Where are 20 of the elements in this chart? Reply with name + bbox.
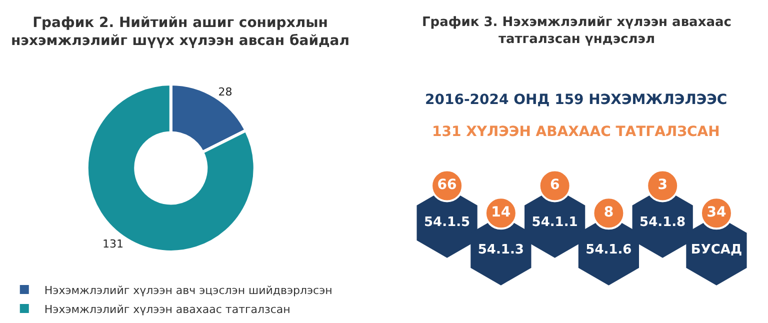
legend-label: Нэхэмжлэлийг хүлээн авахаас татгалзсан [44,302,290,316]
data-label: 28 [218,85,232,98]
data-label: 34 [706,204,726,221]
text: 131 ХҮЛЭЭН АВАХААС ТАТГАЛЗСАН [432,124,720,140]
text: 2016-2024 ОНД 159 НЭХЭМЖЛЭЛЭЭС [425,92,728,108]
text: График 3. Нэхэмжлэлийг хүлээн авахаас татгалзсан үндэслэл [422,15,732,47]
category-label: 54.1.8 [640,215,686,230]
data-label: 3 [658,177,668,194]
chart-title: График 2. Нийтийн ашиг сонирхлын нэхэмжлэлийг шүүх хүлээн авсан байдал [11,15,350,50]
category-label: 54.1.5 [424,215,470,230]
data-label: 8 [604,204,614,221]
data-label: 6 [550,177,560,194]
category-label: 54.1.3 [478,242,524,258]
legend-label: Нэхэмжлэлийг хүлээн авч эцэслэн шийдвэрлэсэн [44,284,332,297]
data-label: 14 [491,204,511,221]
category-label: БУСАД [690,242,742,258]
data-label: 131 [102,238,124,251]
category-label: 54.1.6 [586,242,632,258]
data-label: 66 [437,177,457,194]
category-label: 54.1.1 [532,215,578,230]
